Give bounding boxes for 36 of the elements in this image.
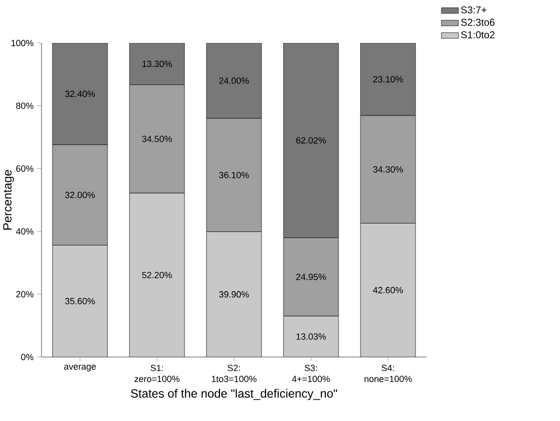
x-tick-label: S1: zero=100% <box>134 364 180 382</box>
data-label: 52.20% <box>142 272 172 278</box>
data-label: 62.02% <box>296 137 326 144</box>
data-label: 42.60% <box>372 286 403 294</box>
bar <box>206 232 262 357</box>
bar <box>360 223 416 357</box>
data-label: 39.90% <box>219 291 249 298</box>
data-label: 13.30% <box>142 60 172 68</box>
y-tick-label: 60% <box>16 165 34 172</box>
y-axis-title: Percentage <box>3 170 14 230</box>
legend-label: S1:0to2 <box>461 31 494 38</box>
bar <box>130 193 184 357</box>
x-tick-label: S2: 1to3=100% <box>212 364 256 382</box>
data-label: 34.30% <box>373 166 403 173</box>
y-tick-label: 40% <box>16 228 34 235</box>
legend-label: S3:7+ <box>461 6 486 14</box>
data-label: 23.10% <box>373 76 403 82</box>
x-tick-label: average <box>64 364 96 372</box>
legend-label: S2:3to6 <box>461 18 495 26</box>
data-label: 35.60% <box>65 298 95 304</box>
data-label: 32.40% <box>65 90 95 98</box>
data-label: 34.50% <box>142 136 172 142</box>
y-tick-label: 0% <box>21 354 34 360</box>
data-label: 24.00% <box>219 77 249 84</box>
data-label: 24.95% <box>296 274 326 280</box>
y-tick-label: 80% <box>16 102 34 109</box>
x-axis-title: States of the node "last_deficiency_no" <box>130 388 338 400</box>
data-label: 36.10% <box>219 172 249 178</box>
bar <box>52 245 108 357</box>
x-tick-label: S3: 4+=100% <box>292 364 330 382</box>
y-tick-label: 20% <box>16 291 34 298</box>
data-label: 32.00% <box>65 192 95 198</box>
bar <box>284 316 338 357</box>
y-tick-label: 100% <box>11 40 34 46</box>
data-label: 13.03% <box>296 333 326 340</box>
x-tick-label: S4: none=100% <box>364 364 412 382</box>
